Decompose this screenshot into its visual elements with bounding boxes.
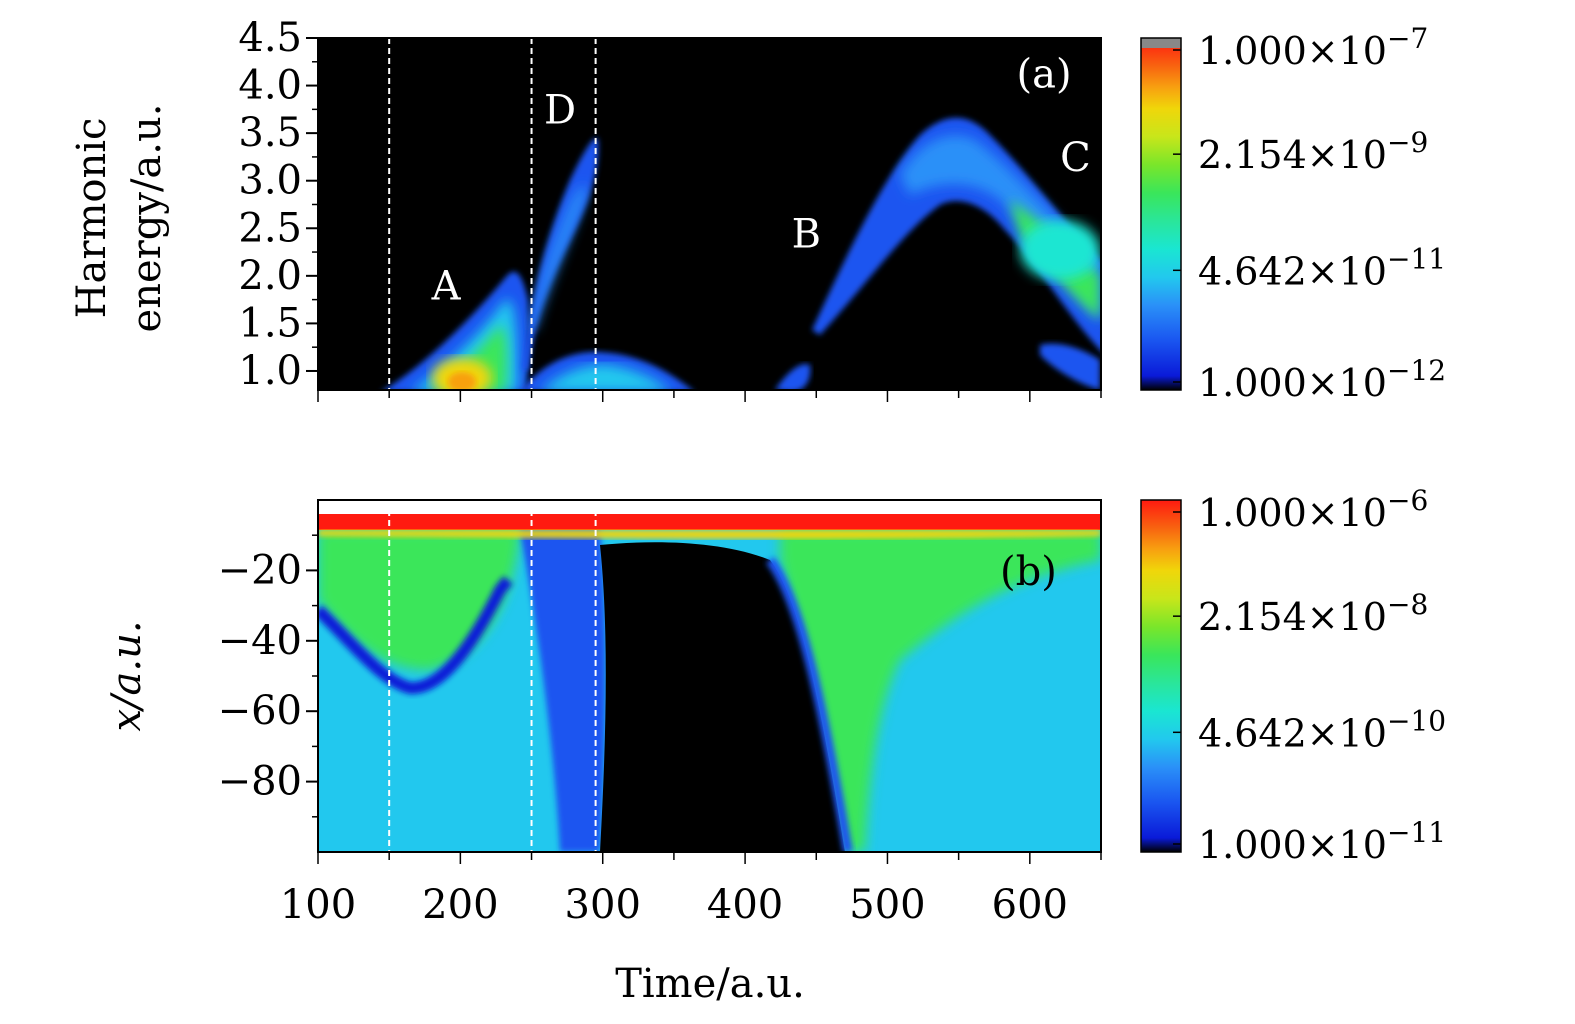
y-tick-label: 2.0 [238, 253, 302, 299]
small-blob-c [1040, 343, 1100, 390]
colorbar-exponent: −6 [1387, 484, 1428, 517]
region-label: B [792, 211, 821, 257]
region-a-hot [448, 372, 476, 390]
region-label: C [1060, 135, 1091, 181]
panel-b-label: (b) [1000, 549, 1057, 595]
y-tick-label: 1.0 [238, 348, 302, 394]
bottom-band-inner [542, 364, 670, 390]
colorbar-mantissa: 1.000×10 [1198, 29, 1387, 73]
colorbar-exponent: −9 [1387, 126, 1428, 159]
region-right-green [780, 530, 1101, 852]
panel-a-heatmap [383, 117, 1101, 390]
top-red-band [318, 514, 1101, 530]
top-yellow-band [318, 530, 1101, 539]
colorbar-b-bar [1141, 500, 1181, 852]
panel-a: 1.01.52.02.53.03.54.04.5 A D B C (a) Harmoni… [69, 15, 1102, 402]
panel-b-yaxis: −20 −40 −60 −80 [218, 534, 318, 818]
colorbar-a-labels: 1.000×10−72.154×10−94.642×10−111.000×10−… [1173, 22, 1446, 405]
panel-b-xlabel: Time/a.u. [615, 961, 805, 1007]
y-tick-label: 4.0 [238, 63, 302, 109]
colorbar-exponent: −11 [1387, 242, 1446, 275]
x-tick-label: 200 [422, 882, 498, 928]
y-tick-label: 3.0 [238, 158, 302, 204]
panel-a-annotations: A D B C (a) [431, 51, 1091, 309]
panel-a-background [318, 38, 1101, 390]
colorbar-tick-label: 2.154×10−9 [1198, 126, 1428, 177]
region-black-gap [600, 542, 845, 852]
panel-a-yaxis: 1.01.52.02.53.03.54.04.5 [238, 15, 318, 394]
panel-a-label: (a) [1017, 51, 1072, 97]
colorbar-a: 1.000×10−72.154×10−94.642×10−111.000×10−… [1140, 22, 1446, 405]
colorbar-exponent: −10 [1387, 704, 1446, 737]
x-tick-label: 300 [565, 882, 641, 928]
region-bc-inner [900, 135, 1100, 320]
colorbar-tick-label: 2.154×10−8 [1198, 588, 1428, 639]
panel-a-ylabel-line2: energy/a.u. [124, 104, 170, 333]
colorbar-tick-label: 4.642×10−11 [1198, 242, 1446, 293]
colorbar-mantissa: 2.154×10 [1198, 133, 1387, 177]
small-blob-b [775, 364, 811, 390]
colorbar-mantissa: 4.642×10 [1198, 249, 1387, 293]
region-label: A [431, 264, 462, 310]
y-tick-label: 1.5 [238, 300, 302, 346]
panel-b-heatmap [318, 514, 1101, 852]
colorbar-exponent: −12 [1387, 354, 1446, 387]
region-label: D [544, 88, 576, 134]
colorbar-a-bar [1141, 38, 1181, 390]
panel-b-ylabel: x/a.u. [104, 620, 150, 731]
panel-a-frame [317, 37, 1102, 391]
colorbar-tick-label: 1.000×10−6 [1198, 484, 1428, 535]
colorbar-exponent: −8 [1387, 588, 1428, 621]
region-d-inner [530, 184, 587, 330]
colorbar-mantissa: 1.000×10 [1198, 361, 1387, 405]
colorbar-exponent: −11 [1387, 816, 1446, 849]
colorbar-mantissa: 2.154×10 [1198, 595, 1387, 639]
colorbar-exponent: −7 [1387, 22, 1428, 55]
panel-a-xticks [317, 390, 1102, 402]
x-tick-label: 400 [707, 882, 783, 928]
y-tick-label: −20 [218, 547, 302, 593]
colorbar-mantissa: 1.000×10 [1198, 491, 1387, 535]
colorbar-tick-label: 1.000×10−11 [1198, 816, 1446, 867]
colorbar-b-frame [1140, 499, 1182, 853]
colorbar-b-labels: 1.000×10−62.154×10−84.642×10−101.000×10−… [1173, 484, 1446, 867]
colorbar-a-frame [1140, 37, 1182, 391]
panel-b: −20 −40 −60 −80 100 200 300 400 500 600 (b) x/a.… [104, 499, 1102, 1007]
colorbar-b: 1.000×10−62.154×10−84.642×10−101.000×10−… [1140, 484, 1446, 867]
y-tick-label: −80 [218, 759, 302, 805]
dark-ridge [318, 576, 513, 695]
colorbar-tick-label: 1.000×10−7 [1198, 22, 1428, 73]
y-tick-label: 2.5 [238, 205, 302, 251]
region-c-cyan [1020, 220, 1100, 280]
panel-b-vlines [388, 500, 597, 852]
x-tick-label: 600 [992, 882, 1068, 928]
x-tick-label: 100 [280, 882, 356, 928]
colorbar-tick-label: 4.642×10−10 [1198, 704, 1446, 755]
panel-a-vlines [388, 38, 597, 390]
colorbar-mantissa: 1.000×10 [1198, 823, 1387, 867]
x-tick-label: 500 [849, 882, 925, 928]
panel-b-xaxis: 100 200 300 400 500 600 [280, 852, 1102, 928]
colorbar-mantissa: 4.642×10 [1198, 711, 1387, 755]
y-tick-label: −40 [218, 618, 302, 664]
region-edge-blue [765, 557, 853, 852]
panel-a-ylabel-line1: Harmonic [69, 118, 115, 319]
y-tick-label: 4.5 [238, 15, 302, 61]
region-blue-stripe [520, 530, 606, 852]
colorbar-tick-label: 1.000×10−12 [1198, 354, 1446, 405]
y-tick-label: −60 [218, 688, 302, 734]
colorbar-a-top-cap [1141, 38, 1181, 48]
y-tick-label: 3.5 [238, 110, 302, 156]
